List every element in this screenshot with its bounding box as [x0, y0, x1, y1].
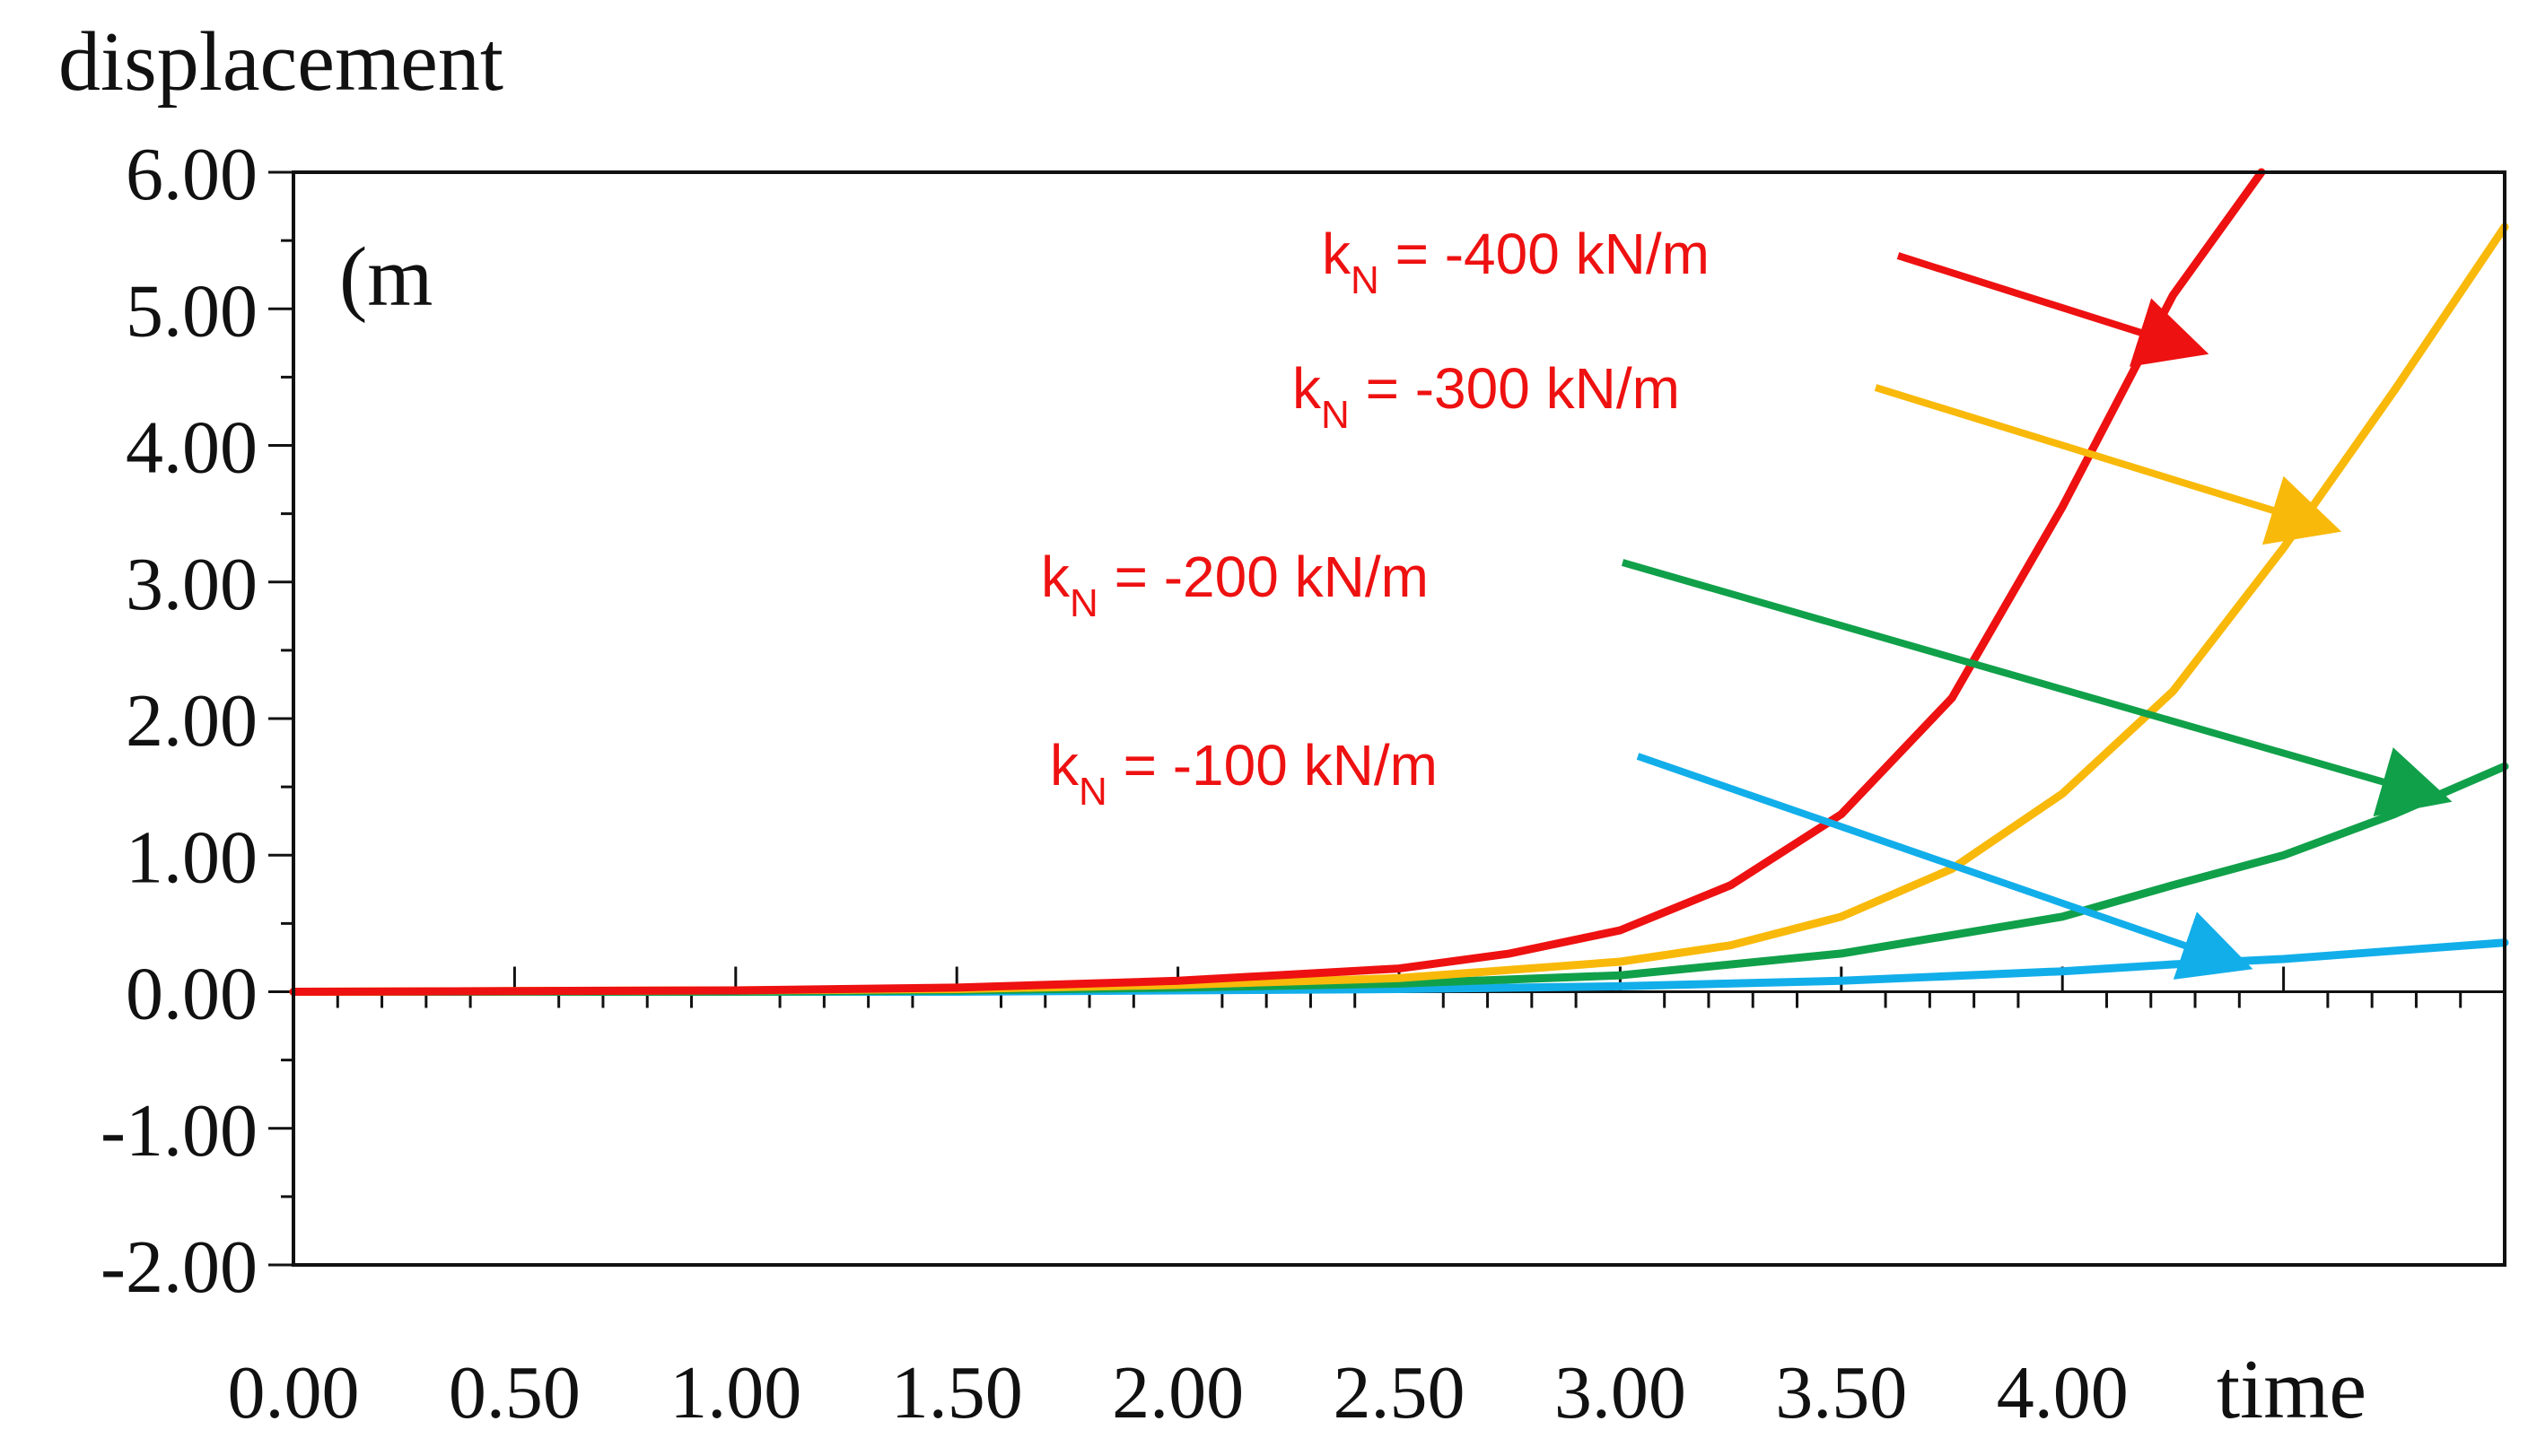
- series-lines: [289, 168, 2509, 996]
- annotation-rest: = -400 kN/m: [1379, 222, 1710, 286]
- series-line-2: [289, 762, 2509, 996]
- x-tick-label: 3.00: [1554, 1351, 1686, 1434]
- annotation-subscript: N: [1351, 258, 1379, 302]
- x-axis-title: time: [2217, 1343, 2366, 1436]
- annotation-label: kN = -100 kN/m: [1050, 733, 1438, 814]
- x-axis: 0.00 0.50 1.00 1.50 2.00 2.50 3.00 3.50 4.00: [228, 966, 2506, 1434]
- y-tick-label: 3.00: [126, 543, 258, 626]
- x-tick-label: 3.50: [1775, 1351, 1907, 1434]
- annotation-arrow: [1874, 384, 2342, 545]
- annotation-subscript: N: [1070, 581, 1098, 625]
- annotation-label: kN = -400 kN/m: [1322, 222, 1710, 302]
- y-tick-label: 0.00: [126, 953, 258, 1036]
- x-tick-label: 1.00: [669, 1351, 801, 1434]
- annotation-rest: = -100 kN/m: [1107, 733, 1438, 798]
- annotation-k: k: [1041, 545, 1071, 609]
- y-tick-label: 4.00: [126, 406, 258, 490]
- annotation-subscript: N: [1079, 770, 1107, 814]
- y-tick-label: 1.00: [126, 815, 258, 899]
- y-axis: 6.00 5.00 4.00 3.00 2.00 1.00 0.00 -1.00 -2.00: [101, 133, 293, 1309]
- annotation-k: k: [1322, 222, 1351, 286]
- y-tick-label: 2.00: [126, 679, 258, 763]
- x-tick-label: 0.50: [449, 1351, 581, 1434]
- annotation-k: k: [1292, 356, 1322, 421]
- unit-label: (m: [339, 231, 433, 324]
- y-tick-label: -2.00: [101, 1225, 258, 1309]
- x-tick-label: 4.00: [1997, 1351, 2129, 1434]
- annotation-arrow: [1621, 559, 2453, 816]
- y-tick-label: 5.00: [126, 269, 258, 353]
- x-tick-label: 0.00: [228, 1351, 360, 1434]
- series-line-0: [289, 168, 2266, 996]
- annotation-label: kN = -300 kN/m: [1292, 356, 1680, 437]
- annotation-rest: = -300 kN/m: [1350, 356, 1680, 421]
- y-axis-title: displacement: [58, 15, 503, 109]
- annotation-arrow: [1636, 753, 2253, 980]
- annotation-rest: = -200 kN/m: [1098, 545, 1429, 609]
- x-tick-label: 1.50: [891, 1351, 1023, 1434]
- annotation-arrow: [1896, 252, 2209, 367]
- y-tick-label: -1.00: [101, 1089, 258, 1173]
- y-tick-label: 6.00: [126, 133, 258, 216]
- annotation-label: kN = -200 kN/m: [1041, 545, 1429, 625]
- annotations: kN = -400 kN/mkN = -300 kN/mkN = -200 kN…: [1041, 222, 2453, 980]
- x-tick-label: 2.50: [1334, 1351, 1465, 1434]
- annotation-subscript: N: [1321, 393, 1350, 437]
- x-tick-label: 2.00: [1112, 1351, 1244, 1434]
- plot-frame: [292, 170, 2506, 1267]
- annotation-k: k: [1050, 733, 1080, 798]
